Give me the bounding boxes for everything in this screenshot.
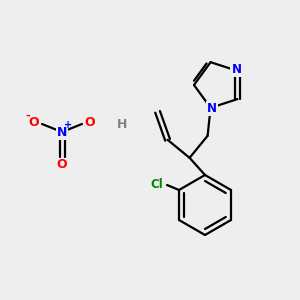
Text: N: N — [57, 125, 67, 139]
Text: O: O — [57, 158, 67, 172]
Text: O: O — [85, 116, 95, 130]
Text: Cl: Cl — [151, 178, 164, 190]
Text: H: H — [117, 118, 127, 130]
Text: -: - — [26, 111, 30, 121]
Text: N: N — [207, 102, 217, 115]
Text: N: N — [231, 63, 242, 76]
Text: O: O — [29, 116, 39, 130]
Text: +: + — [64, 120, 72, 130]
